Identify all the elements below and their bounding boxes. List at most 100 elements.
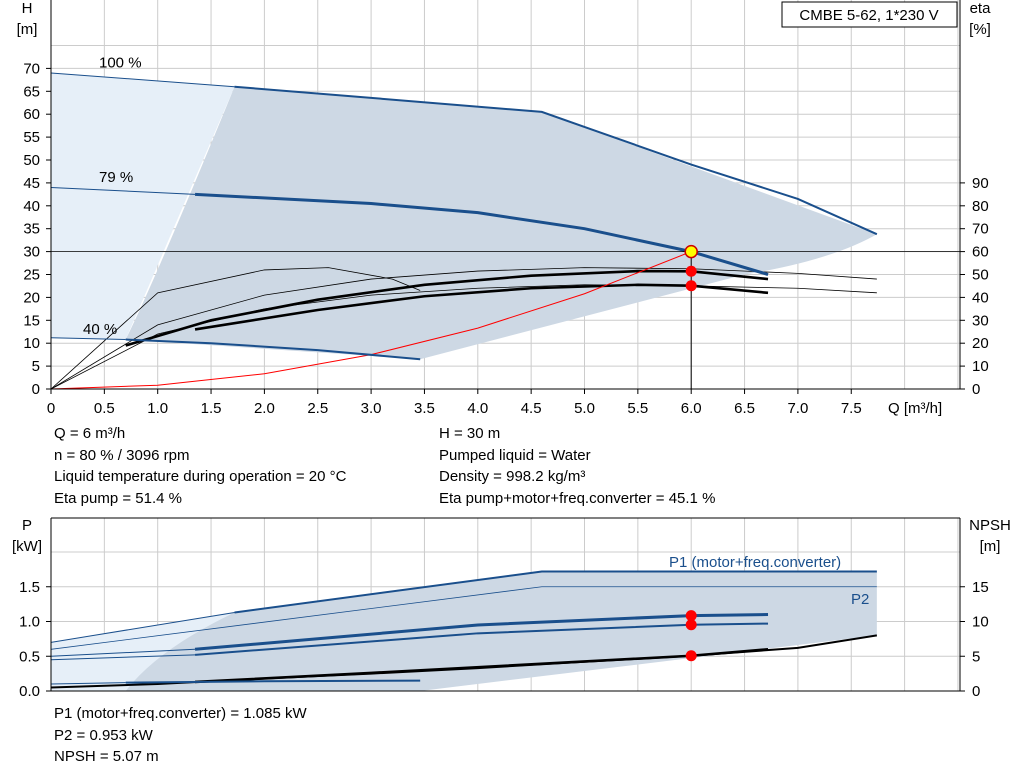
head-curve-extension [50, 186, 196, 195]
head-curve-extension [50, 72, 235, 88]
head-y-tick-label: 25 [23, 267, 40, 284]
info-flow: Q = 6 m³/h [54, 425, 126, 442]
head-x-tick-label: 2.0 [254, 400, 275, 417]
head-x-tick-label: 4.0 [467, 400, 488, 417]
head-y-tick-label: 55 [23, 129, 40, 146]
head-axis-label: H [22, 0, 33, 17]
speed-label: 79 % [99, 169, 133, 186]
npsh-axis-label: NPSH [969, 517, 1011, 534]
eta-y-tick-label: 70 [972, 221, 989, 238]
eta-y-tick-label: 90 [972, 175, 989, 192]
power-chart-operating-area [51, 571, 877, 691]
head-x-tick-label: 3.5 [414, 400, 435, 417]
npsh-y-tick-label: 0 [972, 683, 980, 700]
p2-100-curve [50, 586, 877, 650]
power-y-tick-label: 0.0 [19, 683, 40, 700]
power-curve-extension [50, 682, 126, 685]
head-x-tick-label: 5.0 [574, 400, 595, 417]
power-marker [685, 610, 697, 622]
info-npsh: NPSH = 5.07 m [54, 748, 159, 765]
npsh-axis-unit: [m] [980, 538, 1001, 555]
info-left: Q = 6 m³/h n = 80 % / 3096 rpm Liquid te… [54, 423, 346, 509]
power-curve-extension [50, 611, 235, 643]
info-p1: P1 (motor+freq.converter) = 1.085 kW [54, 705, 307, 722]
head-x-tick-label: 2.5 [307, 400, 328, 417]
power-marker [685, 619, 697, 631]
power-y-tick-label: 0.5 [19, 648, 40, 665]
head-y-tick-label: 20 [23, 289, 40, 306]
head-x-tick-label: 3.0 [361, 400, 382, 417]
info-eta-total: Eta pump+motor+freq.converter = 45.1 % [439, 489, 716, 507]
head-x-tick-label: 0.5 [94, 400, 115, 417]
title-box-text: CMBE 5-62, 1*230 V [799, 7, 938, 24]
power-curve [234, 570, 877, 614]
power-axis-unit: [kW] [12, 538, 42, 555]
power-operating-area [125, 571, 877, 691]
head-x-tick-label: 7.0 [787, 400, 808, 417]
head-curve-40pct [125, 338, 421, 361]
head-x-tick-label: 7.5 [841, 400, 862, 417]
power-curve-extension [50, 648, 196, 657]
info-right: H = 30 m Pumped liquid = Water Density =… [439, 423, 715, 509]
info-speed: n = 80 % / 3096 rpm [54, 446, 190, 464]
head-y-tick-label: 50 [23, 152, 40, 169]
head-x-tick-label: 6.0 [681, 400, 702, 417]
eta-y-tick-label: 20 [972, 335, 989, 352]
head-curve-100pct [234, 85, 878, 236]
speed-label: 100 % [99, 54, 142, 71]
power-curve [194, 613, 769, 651]
info-liquid-temperature: Liquid temperature during operation = 20… [54, 468, 347, 485]
power-curve [194, 622, 769, 656]
power-marker [685, 650, 697, 662]
info-bottom: P1 (motor+freq.converter) = 1.085 kW P2 … [54, 703, 307, 768]
eta-y-tick-label: 10 [972, 358, 989, 375]
efficiency-marker [685, 265, 697, 277]
head-y-tick-label: 40 [23, 198, 40, 215]
head-axis-unit: [m] [17, 21, 38, 38]
head-y-tick-label: 0 [32, 381, 40, 398]
eta-y-tick-label: 50 [972, 267, 989, 284]
head-chart-axes: 0 0.5 1.0 1.5 2.0 2.5 3.0 3.5 4.0 4.5 5.0 5.5 6.0 6.5… [23, 0, 989, 417]
eta-axis-label: eta [970, 0, 992, 17]
head-x-tick-label: 1.5 [201, 400, 222, 417]
head-x-tick-label: 0 [47, 400, 55, 417]
power-curve [125, 679, 421, 684]
info-p2: P2 = 0.953 kW [54, 726, 153, 744]
power-chart-axes: 0.0 0.5 1.0 1.5 0 5 10 15 [19, 517, 989, 700]
duty-point-marker [684, 244, 698, 259]
speed-label: 40 % [83, 321, 117, 338]
head-x-tick-label: 6.5 [734, 400, 755, 417]
info-head: H = 30 m [439, 425, 501, 442]
info-pumped-liquid: Pumped liquid = Water [439, 446, 591, 464]
eta-y-tick-label: 80 [972, 198, 989, 215]
head-x-tick-label: 1.0 [147, 400, 168, 417]
head-light-area [51, 72, 235, 340]
efficiency-marker [685, 280, 697, 292]
head-chart-curves: 100 % 79 % 40 % [50, 54, 960, 390]
head-y-tick-label: 70 [23, 60, 40, 77]
eta-y-tick-label: 40 [972, 289, 989, 306]
head-y-tick-label: 60 [23, 106, 40, 123]
flow-axis-label: Q [m³/h] [888, 400, 942, 417]
head-x-tick-label: 4.5 [521, 400, 542, 417]
power-y-tick-label: 1.5 [19, 579, 40, 596]
head-y-tick-label: 35 [23, 221, 40, 238]
npsh-curve [194, 648, 769, 684]
power-y-tick-label: 1.0 [19, 614, 40, 631]
power-chart-curves [50, 570, 878, 689]
head-x-tick-label: 5.5 [627, 400, 648, 417]
npsh-y-tick-label: 5 [972, 648, 980, 665]
power-curve-extension [50, 654, 196, 661]
p1-legend-label: P1 (motor+freq.converter) [669, 554, 841, 571]
npsh-y-tick-label: 15 [972, 579, 989, 596]
head-chart-operating-area [51, 72, 877, 360]
head-y-tick-label: 30 [23, 244, 40, 261]
head-operating-area [125, 86, 877, 360]
eta-y-tick-label: 60 [972, 244, 989, 261]
eta-axis-unit: [%] [969, 21, 991, 38]
npsh-y-tick-label: 10 [972, 614, 989, 631]
head-y-tick-label: 45 [23, 175, 40, 192]
head-curve-extension [50, 337, 126, 341]
eta-y-tick-label: 0 [972, 381, 980, 398]
head-curve-79pct [194, 192, 769, 276]
